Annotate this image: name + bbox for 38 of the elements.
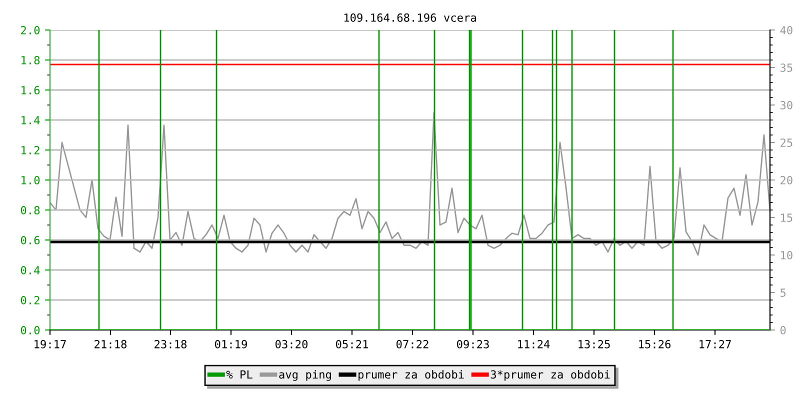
y-tick-label: 2.0 [21,26,40,34]
y2-tick-label: 25 [780,138,792,147]
x-tick-label: 21:18 [94,340,127,348]
y-tick-label: 0.2 [20,296,40,304]
y-tick-label: 1.0 [22,176,40,184]
y-tick-label: 0.8 [20,206,40,214]
y2-tick-label: 15 [781,214,792,222]
x-tick-label: 05:21 [336,340,368,348]
x-tick-label: 15:26 [639,340,671,348]
x-tick-label: 13:25 [578,340,610,348]
legend-label: prumer za obdobi [358,370,464,381]
y2-tick-label: 5 [780,288,786,297]
y-tick-label: 0.6 [20,236,40,244]
x-tick-label: 19:17 [34,340,66,348]
y2-tick-label: 20 [780,176,792,184]
x-tick-label: 03:20 [276,340,308,348]
y-tick-label: 0.4 [20,266,40,274]
x-tick-label: 09:23 [457,340,489,348]
y2-tick-label: 35 [780,64,792,72]
y2-tick-label: 10 [781,251,792,260]
legend-label: 3*prumer za obdobi [490,370,610,381]
y-tick-label: 1.6 [22,86,40,94]
y2-tick-label: 30 [780,101,792,110]
legend-label: avg ping [279,370,331,381]
x-tick-label: 07:22 [396,340,428,348]
x-tick-label: 01:19 [215,340,247,348]
y-tick-label: 0.0 [20,326,40,334]
x-tick-label: 17:27 [700,340,731,348]
line-series [50,112,770,256]
y2-tick-label: 40 [780,26,792,34]
y-tick-label: 1.2 [22,146,40,154]
y2-tick-label: 0 [780,326,786,334]
y-tick-label: 1.4 [22,116,40,124]
y-tick-label: 1.8 [22,56,40,64]
legend-label: % PL [226,370,252,378]
x-tick-label: 23:18 [154,340,187,348]
chart-title: 109.164.68.196 vcera [344,13,476,22]
x-tick-label: 11:24 [518,340,550,348]
